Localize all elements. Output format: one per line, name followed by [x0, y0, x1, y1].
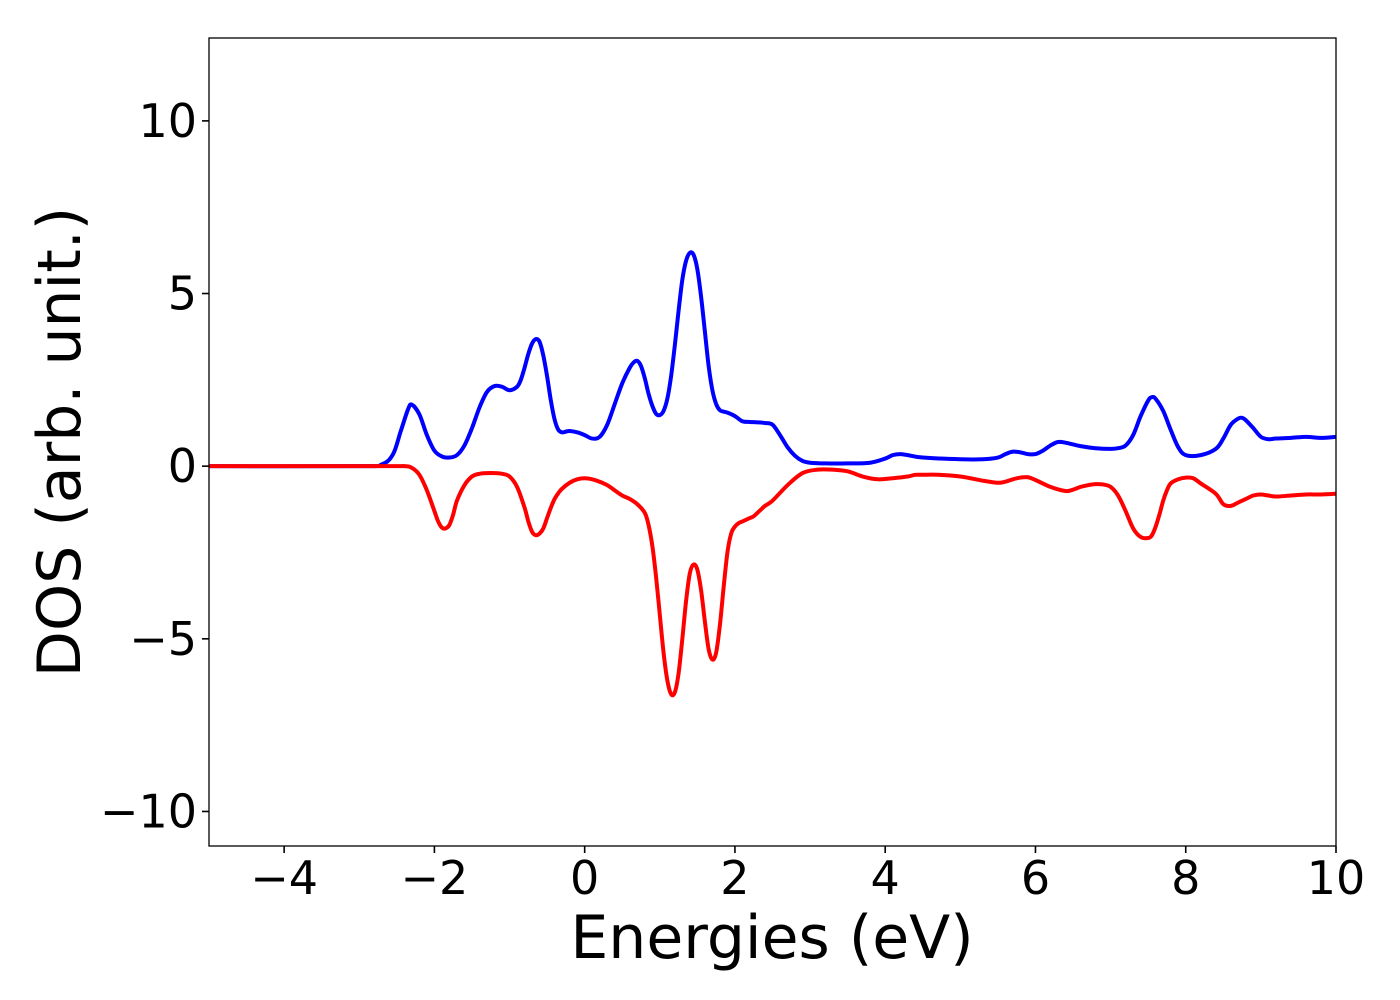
- x-tick-label: 6: [1021, 851, 1050, 905]
- x-tick-label: 8: [1171, 851, 1200, 905]
- x-tick-label: 4: [871, 851, 900, 905]
- series-layer: [209, 250, 1336, 698]
- x-tick-label: 0: [570, 851, 599, 905]
- x-axis-title: Energies (eV): [570, 903, 973, 973]
- x-tick-label: 10: [1307, 851, 1366, 905]
- y-tick-label: 5: [168, 267, 197, 321]
- spin-up-series-line: [209, 250, 1336, 469]
- y-tick-label: 0: [168, 439, 197, 493]
- x-tick-label: −4: [250, 851, 318, 905]
- y-axis-title: DOS (arb. unit.): [25, 207, 95, 677]
- x-tick-label: 2: [720, 851, 749, 905]
- plot-frame: [208, 37, 1337, 847]
- y-tick-label: −5: [129, 612, 197, 666]
- y-axis: −10 −5 0 5 10: [100, 94, 209, 838]
- y-tick-label: 10: [138, 94, 197, 148]
- y-tick-label: −10: [100, 784, 197, 838]
- x-axis: −4 −2 0 2 4 6 8 10: [250, 846, 1365, 905]
- spin-down-series-line: [209, 464, 1336, 698]
- x-tick-label: −2: [400, 851, 468, 905]
